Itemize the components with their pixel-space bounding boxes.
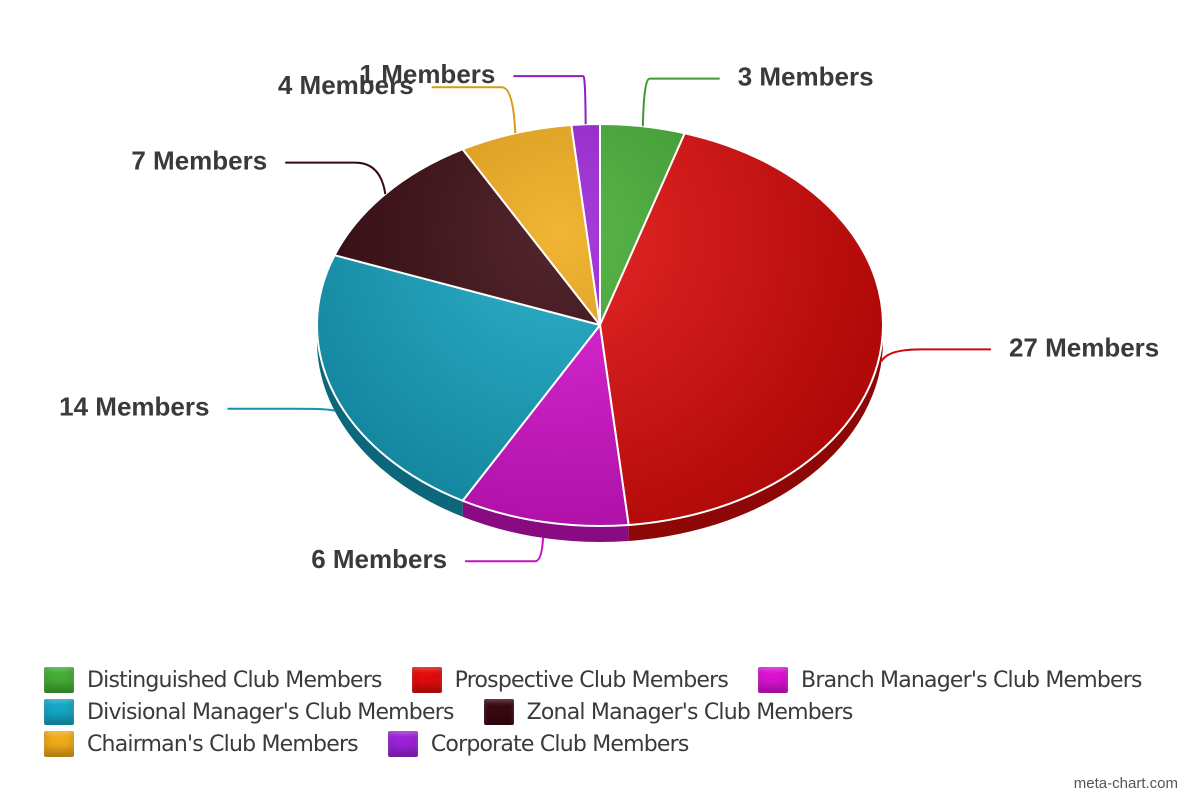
legend-item-corporate[interactable]: Corporate Club Members	[387, 731, 690, 757]
pie-slice	[461, 324, 630, 527]
leader-line	[641, 77, 720, 127]
pie-chart: 3 Members 27 Members 6 Members 14 Members 7 …	[59, 59, 1159, 574]
leader-line	[880, 348, 991, 362]
legend-label: Divisional Manager's Club Members	[87, 699, 454, 725]
data-label: 1 Members	[360, 59, 496, 89]
data-label: 4 Members	[278, 70, 414, 100]
watermark: meta-chart.com	[1073, 775, 1178, 792]
legend-label: Corporate Club Members	[430, 731, 690, 757]
pie-slice	[599, 132, 884, 526]
pie-slice	[316, 254, 601, 502]
leader-line	[285, 161, 387, 195]
legend-swatch	[387, 731, 418, 757]
legend-row: Divisional Manager's Club Members Zonal …	[44, 696, 1184, 728]
legend-label: Chairman's Club Members	[87, 731, 359, 757]
legend-label: Branch Manager's Club Members	[801, 667, 1142, 693]
pie-slice-side	[462, 500, 629, 542]
legend-swatch	[483, 699, 514, 725]
legend-row: Distinguished Club Members Prospective C…	[44, 664, 1184, 696]
legend-item-chairman[interactable]: Chairman's Club Members	[44, 731, 359, 757]
legend-label: Prospective Club Members	[454, 667, 729, 693]
legend-swatch	[44, 699, 74, 725]
leader-lines	[227, 75, 991, 563]
pie-slice	[461, 124, 601, 326]
legend-swatch	[44, 667, 74, 693]
data-labels: 3 Members 27 Members 6 Members 14 Members 7 …	[59, 59, 1159, 574]
data-label: 3 Members	[738, 62, 874, 92]
data-label: 14 Members	[59, 392, 209, 422]
leader-line	[465, 537, 545, 563]
pie-sides	[317, 325, 883, 542]
legend-item-divisional-manager[interactable]: Divisional Manager's Club Members	[44, 699, 454, 725]
legend-swatch	[758, 667, 789, 693]
legend-label: Zonal Manager's Club Members	[526, 699, 854, 725]
pie-slice	[333, 148, 601, 326]
leader-line	[513, 75, 587, 125]
legend-item-distinguished[interactable]: Distinguished Club Members	[44, 667, 382, 693]
data-label: 7 Members	[131, 146, 267, 176]
legend-item-zonal-manager[interactable]: Zonal Manager's Club Members	[483, 699, 854, 725]
legend: Distinguished Club Members Prospective C…	[44, 664, 1184, 760]
leader-line	[431, 86, 517, 134]
legend-row: Chairman's Club Members Corporate Club M…	[44, 728, 1184, 760]
legend-item-prospective[interactable]: Prospective Club Members	[411, 667, 729, 693]
legend-label: Distinguished Club Members	[87, 667, 382, 693]
data-label: 27 Members	[1009, 332, 1159, 362]
leader-line	[227, 407, 335, 412]
pie-slice-side	[628, 325, 883, 541]
legend-swatch	[411, 667, 442, 693]
legend-swatch	[44, 731, 74, 757]
data-label: 6 Members	[311, 544, 447, 574]
pie-slice-side	[317, 325, 463, 517]
pie-slices	[316, 123, 884, 527]
legend-item-branch-manager[interactable]: Branch Manager's Club Members	[758, 667, 1143, 693]
